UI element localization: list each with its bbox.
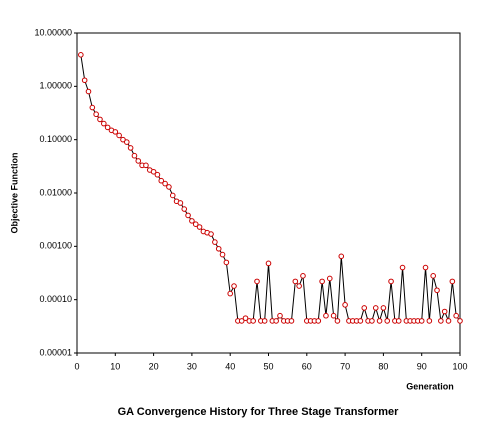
- data-point: [97, 116, 103, 123]
- x-tick-label: 100: [452, 361, 467, 371]
- data-point: [196, 224, 203, 230]
- y-tick-label: 1.00000: [39, 81, 72, 91]
- data-point: [426, 318, 433, 324]
- data-point: [120, 136, 126, 143]
- data-point: [273, 318, 279, 324]
- data-point: [296, 283, 302, 289]
- y-tick-label: 0.00010: [39, 294, 72, 304]
- x-tick-label: 10: [110, 361, 120, 371]
- data-point: [265, 260, 272, 267]
- data-point: [227, 290, 233, 297]
- data-point: [93, 111, 99, 118]
- data-point: [288, 318, 295, 324]
- y-tick-label: 0.10000: [39, 134, 72, 144]
- data-point: [104, 124, 111, 131]
- y-tick-label: 0.00001: [39, 347, 72, 357]
- data-point: [212, 239, 218, 245]
- data-point: [123, 139, 130, 145]
- data-point: [338, 253, 345, 260]
- data-point: [101, 120, 107, 127]
- data-point: [192, 221, 199, 228]
- data-point: [254, 278, 260, 285]
- x-tick-label: 90: [417, 361, 427, 371]
- data-point: [438, 318, 444, 324]
- data-point: [250, 318, 256, 324]
- x-tick-label: 70: [340, 361, 350, 371]
- data-point: [357, 318, 364, 324]
- data-point: [85, 88, 92, 95]
- y-axis-title: Objective Function: [9, 152, 19, 233]
- data-point: [131, 152, 138, 159]
- x-tick-label: 40: [225, 361, 235, 371]
- data-point: [292, 278, 299, 285]
- chart-title: GA Convergence History for Three Stage T…: [118, 406, 399, 418]
- y-tick-label: 0.00100: [39, 241, 72, 251]
- data-point: [453, 312, 459, 319]
- data-point: [395, 318, 402, 324]
- data-point: [326, 275, 333, 282]
- data-point: [154, 171, 161, 178]
- data-point: [158, 177, 165, 184]
- data-point: [300, 273, 306, 279]
- data-point: [89, 104, 96, 111]
- data-point: [242, 315, 249, 321]
- data-point: [434, 287, 440, 294]
- data-point: [441, 308, 448, 315]
- data-point: [215, 245, 222, 252]
- x-axis-title: Generation: [406, 381, 454, 391]
- data-point: [127, 145, 134, 151]
- data-point: [238, 318, 245, 324]
- data-point: [388, 278, 394, 285]
- data-point: [177, 200, 184, 206]
- data-point: [457, 318, 463, 324]
- data-point: [162, 180, 168, 187]
- data-point: [223, 259, 230, 266]
- data-point: [342, 302, 348, 308]
- data-point: [330, 312, 337, 319]
- x-tick-label: 0: [74, 361, 79, 371]
- data-point: [319, 278, 325, 285]
- data-point: [323, 312, 329, 319]
- data-point: [81, 77, 88, 84]
- x-tick-label: 30: [187, 361, 197, 371]
- data-point: [422, 264, 429, 271]
- x-tick-label: 50: [263, 361, 273, 371]
- data-point: [361, 305, 368, 311]
- data-point: [208, 231, 214, 237]
- data-point: [418, 318, 425, 324]
- data-point: [231, 283, 237, 289]
- data-point: [369, 318, 375, 324]
- data-point: [219, 251, 226, 258]
- data-point: [112, 129, 119, 135]
- y-tick-label: 0.01000: [39, 187, 72, 197]
- data-point: [143, 162, 149, 169]
- data-point: [166, 184, 172, 190]
- data-point: [189, 218, 195, 224]
- data-point: [380, 305, 387, 311]
- data-point: [185, 212, 191, 219]
- data-point: [372, 305, 379, 311]
- data-point: [181, 206, 188, 212]
- data-point: [169, 192, 176, 199]
- data-point: [277, 312, 283, 319]
- data-point: [399, 264, 406, 271]
- data-point: [78, 52, 84, 58]
- data-point: [384, 318, 391, 324]
- data-point: [116, 132, 122, 139]
- x-tick-label: 20: [149, 361, 159, 371]
- data-point: [315, 318, 322, 324]
- data-point: [334, 318, 341, 324]
- data-point: [449, 278, 456, 285]
- data-point: [261, 318, 268, 324]
- data-point: [150, 168, 157, 175]
- data-point: [445, 318, 452, 324]
- data-point: [135, 158, 142, 164]
- x-tick-label: 80: [378, 361, 388, 371]
- data-point: [376, 318, 383, 324]
- x-tick-label: 60: [302, 361, 312, 371]
- data-point: [430, 273, 436, 279]
- y-tick-label: 10.00000: [34, 27, 72, 37]
